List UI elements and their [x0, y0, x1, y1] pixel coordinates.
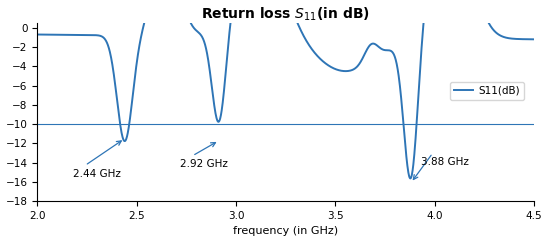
Title: Return loss $S_{11}$(in dB): Return loss $S_{11}$(in dB): [201, 6, 370, 23]
Text: 2.92 GHz: 2.92 GHz: [180, 159, 229, 169]
Text: 2.44 GHz: 2.44 GHz: [73, 169, 121, 179]
Legend: S11(dB): S11(dB): [450, 82, 524, 100]
Text: 3.88 GHz: 3.88 GHz: [421, 157, 469, 166]
X-axis label: frequency (in GHz): frequency (in GHz): [233, 227, 338, 236]
